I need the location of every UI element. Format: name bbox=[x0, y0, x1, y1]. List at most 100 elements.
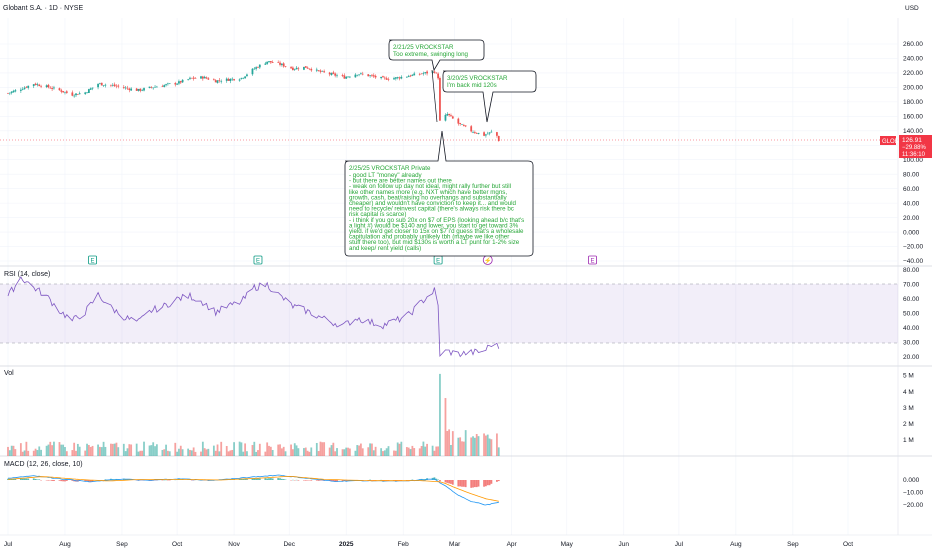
candle-body bbox=[424, 72, 427, 74]
rsi-y-axis[interactable]: 80.00 70.00 60.00 50.00 40.00 30.00 20.00 bbox=[903, 267, 920, 361]
volume-bars bbox=[7, 373, 500, 456]
candle-body bbox=[277, 62, 280, 63]
price-tick-label: 220.00 bbox=[903, 70, 923, 77]
macd-hist-bar bbox=[34, 478, 37, 480]
macd-hist-bar bbox=[304, 480, 307, 481]
candle-body bbox=[336, 75, 338, 77]
volume-bar bbox=[49, 441, 52, 456]
note-2-line: I'm back mid 120s bbox=[447, 82, 497, 89]
candle-body bbox=[242, 77, 245, 79]
candle-body bbox=[475, 133, 478, 134]
note-2[interactable]: 3/20/25 VROCKSTAR I'm back mid 120s bbox=[442, 70, 537, 123]
candle-body bbox=[53, 87, 55, 89]
volume-bar bbox=[205, 449, 208, 456]
volume-bar bbox=[110, 443, 112, 456]
x-axis[interactable]: Jul Aug Sep Oct Nov Dec 2025 Feb Mar Apr May Jun Jul… bbox=[4, 541, 853, 548]
last-price: 126.91 bbox=[902, 137, 922, 144]
volume-bar bbox=[323, 442, 326, 456]
note-1[interactable]: 2/21/25 VROCKSTAR Too extreme, swinging … bbox=[388, 39, 485, 72]
macd-y-axis[interactable]: 0.000 −10.00 −20.00 bbox=[903, 477, 923, 509]
earnings-marker[interactable]: E bbox=[88, 255, 97, 265]
note-3-line: like other names more (e.g. NXT which ha… bbox=[349, 189, 507, 196]
volume-bar bbox=[345, 447, 348, 456]
volume-bar bbox=[496, 433, 498, 456]
rsi-tick-label: 50.00 bbox=[903, 311, 920, 318]
volume-bar bbox=[271, 450, 274, 456]
candle-body bbox=[446, 113, 449, 116]
earnings-marker[interactable]: E bbox=[588, 255, 597, 265]
volume-bar bbox=[380, 448, 383, 456]
candle-body bbox=[304, 66, 307, 68]
note-3-line: cheaper) and wouldn't have conviction to… bbox=[349, 200, 517, 207]
volume-bar bbox=[486, 434, 489, 456]
ticker-tag bbox=[880, 136, 896, 145]
candle-body bbox=[268, 61, 270, 62]
candle-body bbox=[124, 87, 127, 89]
volume-bar bbox=[360, 443, 362, 456]
candle-body bbox=[380, 76, 383, 79]
candle-body bbox=[411, 74, 414, 76]
earnings-marker[interactable]: E bbox=[433, 255, 443, 265]
candle-body bbox=[227, 78, 230, 81]
candle-body bbox=[87, 89, 90, 94]
volume-bar bbox=[167, 450, 169, 456]
volume-bar bbox=[246, 451, 248, 456]
volume-bar bbox=[393, 450, 395, 456]
volume-bar bbox=[405, 447, 408, 456]
volume-y-axis[interactable]: 5 M 4 M 3 M 2 M 1 M bbox=[903, 373, 914, 444]
volume-tick-label: 4 M bbox=[903, 389, 914, 396]
volume-bar bbox=[84, 450, 87, 456]
price-candles bbox=[7, 60, 500, 142]
symbol-title[interactable]: Globant S.A. · 1D · NYSE bbox=[3, 5, 83, 12]
price-tick-label: 180.00 bbox=[903, 99, 923, 106]
volume-bar bbox=[411, 445, 414, 456]
event-box bbox=[588, 255, 597, 265]
volume-bar bbox=[143, 441, 145, 456]
candle-body bbox=[141, 90, 144, 91]
volume-bar bbox=[457, 437, 460, 456]
note-3[interactable]: 2/25/25 VROCKSTAR Private - good LT "mon… bbox=[344, 130, 534, 257]
volume-bar bbox=[19, 443, 22, 456]
volume-bar bbox=[321, 442, 324, 456]
candle-body bbox=[358, 74, 360, 76]
event-markers[interactable]: E E E ⚡ E bbox=[88, 255, 597, 265]
macd-hist-bar bbox=[319, 480, 322, 481]
price-tick-label: −20.00 bbox=[903, 244, 923, 251]
volume-bar bbox=[490, 439, 493, 456]
volume-bar bbox=[233, 442, 235, 456]
currency-label[interactable]: USD bbox=[905, 5, 919, 12]
macd-hist-bar bbox=[282, 479, 285, 480]
candle-body bbox=[7, 93, 9, 94]
candle-body bbox=[137, 88, 140, 91]
volume-bar bbox=[122, 443, 125, 456]
candle-body bbox=[111, 85, 114, 86]
candle-body bbox=[372, 75, 375, 77]
earnings-marker[interactable]: E bbox=[253, 255, 263, 265]
candle-body bbox=[448, 113, 451, 116]
candle-body bbox=[10, 91, 13, 93]
volume-bar bbox=[435, 446, 438, 456]
dividend-split-marker[interactable]: ⚡ bbox=[482, 255, 493, 265]
volume-bar bbox=[258, 443, 261, 456]
candle-body bbox=[461, 124, 463, 125]
macd-hist-bar bbox=[464, 480, 467, 488]
volume-bar bbox=[139, 450, 142, 456]
volume-bar bbox=[124, 451, 127, 456]
note-3-line: stuff there too), but mid $130s is worth… bbox=[349, 239, 520, 246]
volume-bar bbox=[470, 437, 473, 456]
volume-bar bbox=[141, 450, 144, 456]
candle-body bbox=[422, 73, 425, 74]
candle-body bbox=[323, 71, 326, 73]
candle-body bbox=[473, 131, 476, 133]
candle-body bbox=[148, 86, 151, 88]
candle-body bbox=[292, 67, 294, 71]
candle-body bbox=[168, 83, 171, 85]
candle-body bbox=[483, 132, 485, 136]
candle-body bbox=[332, 72, 335, 74]
volume-bar bbox=[347, 447, 349, 456]
candle-body bbox=[62, 91, 65, 93]
volume-bar bbox=[464, 430, 467, 456]
macd-hist-bar bbox=[91, 480, 94, 482]
macd-tick-label: 0.000 bbox=[903, 477, 920, 484]
